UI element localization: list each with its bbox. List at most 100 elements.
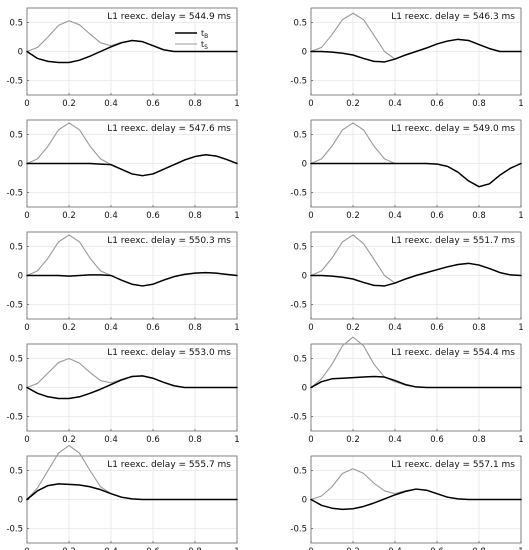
legend-label: tB: [201, 29, 208, 40]
chart-panel: 0 0.2 0.4 0.6 0.8 1 0.5 0 -0.5 L1 reexc. delay = …: [290, 455, 524, 550]
y-tick-label: -0.5: [6, 77, 23, 87]
x-tick-label: 0.4: [104, 547, 118, 550]
y-tick-label: 0: [18, 384, 23, 394]
chart-panel: 0 0.2 0.4 0.6 0.8 1 0.5 0 -0.5 L1 reexc. delay = …: [6, 343, 240, 445]
y-tick-label: -0.5: [6, 413, 23, 423]
x-tick-label: 0.6: [146, 211, 160, 221]
y-tick-label: 0.5: [9, 243, 23, 253]
series-line-tB: [310, 162, 522, 188]
y-tick-label: 0: [18, 48, 23, 58]
panel-title: L1 reexc. delay = 555.7 ms: [107, 460, 231, 470]
panel-title: L1 reexc. delay = 550.3 ms: [107, 236, 231, 246]
y-tick-label: 0.5: [293, 467, 307, 477]
x-tick-label: 0: [308, 99, 313, 109]
x-tick-label: 0.6: [146, 547, 160, 550]
y-tick-label: -0.5: [290, 413, 307, 423]
x-tick-label: 0.8: [188, 323, 202, 333]
y-tick-label: 0.5: [293, 19, 307, 29]
y-tick-label: 0: [302, 160, 307, 170]
y-tick-label: 0.5: [293, 131, 307, 141]
x-tick-label: 0.4: [388, 323, 402, 333]
y-tick-label: 0.5: [9, 131, 23, 141]
x-tick-label: 0.6: [146, 99, 160, 109]
chart-panel: 0 0.2 0.4 0.6 0.8 1 0.5 0 -0.5 L1 reexc. delay = …: [290, 231, 524, 333]
x-tick-label: 0.4: [388, 547, 402, 550]
y-tick-label: -0.5: [290, 189, 307, 199]
y-tick-label: 0.5: [9, 467, 23, 477]
chart-panel: 0 0.2 0.4 0.6 0.8 1 0.5 0 -0.5 L1 reexc. delay = …: [6, 7, 240, 109]
y-tick-label: 0: [18, 160, 23, 170]
chart-panel: 0 0.2 0.4 0.6 0.8 1 0.5 0 -0.5 L1 reexc. delay = …: [6, 231, 240, 333]
x-tick-label: 0.6: [430, 99, 444, 109]
x-tick-label: 1: [518, 435, 523, 445]
x-tick-label: 0.2: [346, 99, 360, 109]
chart-panel: 0 0.2 0.4 0.6 0.8 1 0.5 0 -0.5 L1 reexc. delay = …: [290, 7, 524, 109]
legend-label-subscript: S: [204, 44, 208, 51]
x-tick-label: 0.2: [62, 99, 76, 109]
x-tick-label: 0.2: [62, 435, 76, 445]
panel-title: L1 reexc. delay = 551.7 ms: [391, 236, 515, 246]
x-tick-label: 0.2: [62, 323, 76, 333]
x-tick-label: 0.8: [188, 211, 202, 221]
x-tick-label: 0: [24, 547, 29, 550]
x-tick-label: 0.2: [62, 547, 76, 550]
panel-title: L1 reexc. delay = 557.1 ms: [391, 460, 515, 470]
x-tick-label: 0.6: [146, 323, 160, 333]
y-tick-label: 0.5: [9, 355, 23, 365]
x-tick-label: 0.2: [346, 435, 360, 445]
y-tick-label: 0.5: [293, 355, 307, 365]
panel-title: L1 reexc. delay = 544.9 ms: [107, 12, 231, 22]
y-tick-label: -0.5: [290, 525, 307, 535]
y-tick-label: 0: [302, 384, 307, 394]
x-tick-label: 0: [308, 435, 313, 445]
x-tick-label: 0.8: [472, 99, 486, 109]
x-tick-label: 0.4: [104, 99, 118, 109]
x-tick-label: 0.4: [104, 211, 118, 221]
x-tick-label: 0.8: [472, 323, 486, 333]
x-tick-label: 1: [234, 211, 239, 221]
chart-panel: 0 0.2 0.4 0.6 0.8 1 0.5 0 -0.5 L1 reexc. delay = …: [6, 445, 240, 550]
x-tick-label: 0.4: [388, 211, 402, 221]
y-tick-label: 0: [302, 48, 307, 58]
x-tick-label: 0: [24, 435, 29, 445]
x-tick-label: 1: [234, 435, 239, 445]
x-tick-label: 1: [518, 323, 523, 333]
y-tick-label: -0.5: [290, 301, 307, 311]
x-tick-label: 0.2: [62, 211, 76, 221]
series-line-tB: [310, 38, 522, 63]
series-line-tB: [26, 271, 238, 287]
x-tick-label: 0.8: [472, 435, 486, 445]
panel-title: L1 reexc. delay = 554.4 ms: [391, 348, 515, 358]
x-tick-label: 0.4: [104, 435, 118, 445]
x-tick-label: 0.8: [472, 547, 486, 550]
y-tick-label: -0.5: [6, 301, 23, 311]
y-tick-label: 0: [302, 496, 307, 506]
y-tick-label: -0.5: [290, 77, 307, 87]
x-tick-label: 1: [234, 547, 239, 550]
y-tick-label: 0: [302, 272, 307, 282]
x-tick-label: 0.8: [472, 211, 486, 221]
legend-label-subscript: B: [204, 33, 208, 40]
x-tick-label: 0.2: [346, 323, 360, 333]
x-tick-label: 1: [518, 211, 523, 221]
x-tick-label: 0.6: [430, 211, 444, 221]
series-line-tB: [310, 488, 522, 511]
legend-label-base: t: [201, 29, 204, 38]
x-tick-label: 0: [24, 99, 29, 109]
series-line-tB: [26, 39, 238, 64]
x-tick-label: 0: [308, 547, 313, 550]
panel-title: L1 reexc. delay = 546.3 ms: [391, 12, 515, 22]
x-tick-label: 1: [518, 547, 523, 550]
chart-panel: 0 0.2 0.4 0.6 0.8 1 0.5 0 -0.5 L1 reexc. delay = …: [290, 119, 524, 221]
x-tick-label: 0.6: [430, 547, 444, 550]
series-line-tB: [310, 262, 522, 287]
x-tick-label: 0.8: [188, 99, 202, 109]
x-tick-label: 0: [24, 323, 29, 333]
panel-title: L1 reexc. delay = 547.6 ms: [107, 124, 231, 134]
y-tick-label: 0: [18, 272, 23, 282]
x-tick-label: 1: [518, 99, 523, 109]
x-tick-label: 0: [308, 323, 313, 333]
x-tick-label: 0.4: [104, 323, 118, 333]
x-tick-label: 0.4: [388, 435, 402, 445]
series-line-tB: [26, 483, 238, 501]
